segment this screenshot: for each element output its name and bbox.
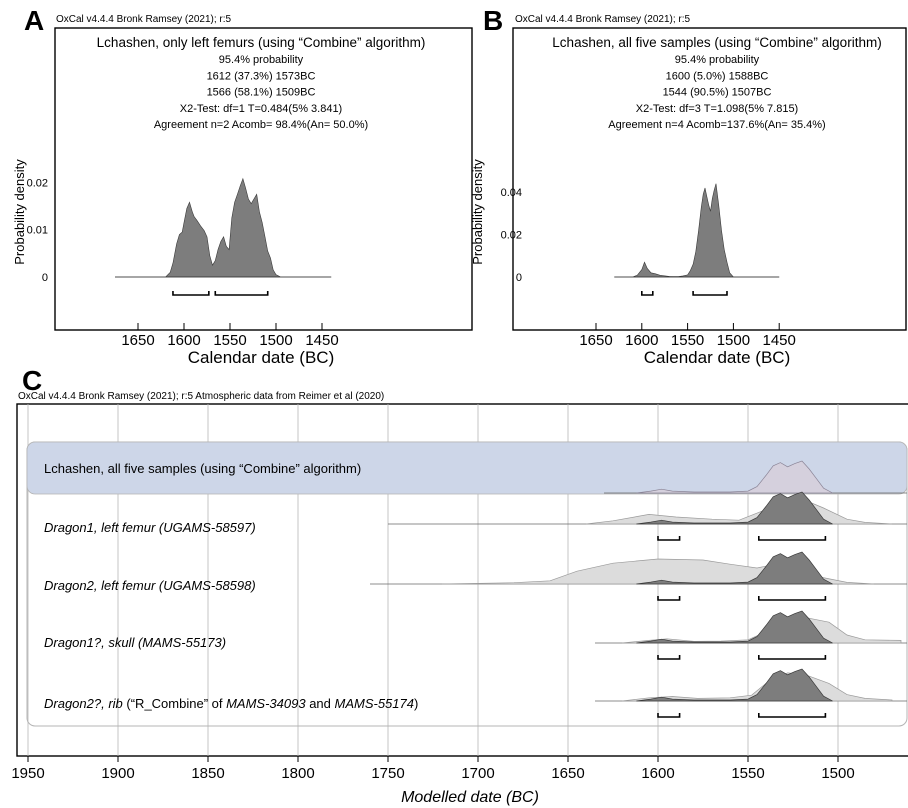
panel-a-xtick-1500: 1500 — [259, 332, 292, 349]
panel-a-stat-1: 95.4% probability — [219, 54, 304, 66]
row5-part-3: MAMS-34093 — [226, 696, 306, 711]
panel-a-xtick-1600: 1600 — [167, 332, 200, 349]
panel-c-row-5-posterior — [636, 668, 833, 702]
panel-a-density — [115, 177, 332, 278]
panel-a-ytick-0: 0 — [42, 272, 48, 284]
panel-b-xtick-1500: 1500 — [717, 332, 750, 349]
panel-c-frame — [16, 403, 908, 757]
panel-c-row-2-range-1 — [657, 536, 681, 541]
panel-a-ytick-0.01: 0.01 — [27, 225, 48, 237]
panel-c-row-2-label: Dragon1, left femur (UGAMS-58597) — [44, 520, 256, 535]
panel-c-row-1-label: Lchashen, all five samples (using “Combi… — [44, 461, 361, 476]
panel-c-xtick-1650: 1650 — [551, 765, 584, 782]
panel-b-xtick-1550: 1550 — [671, 332, 704, 349]
panel-b-stats: 95.4% probability 1600 (5.0%) 1588BC 1544 … — [608, 54, 825, 131]
panel-c-xtick-1500: 1500 — [821, 765, 854, 782]
panel-c-row-2-posterior — [636, 491, 833, 525]
panel-a-stat-2: 1612 (37.3%) 1573BC — [207, 70, 316, 82]
panel-c-row-4-range-1 — [657, 655, 681, 660]
panel-c-xlabel: Modelled date (BC) — [401, 789, 539, 806]
panel-letter-c: C — [22, 365, 42, 396]
row5-part-5: MAMS-55174 — [335, 696, 414, 711]
panel-b-ytick-0: 0 — [516, 272, 522, 284]
row5-part-1: Dragon2?, rib — [44, 696, 123, 711]
panel-b-frame — [512, 27, 907, 331]
panel-c-xtick-1850: 1850 — [191, 765, 224, 782]
panel-c-xtick-1600: 1600 — [641, 765, 674, 782]
panel-c-row-5-likelihood — [621, 672, 893, 702]
panel-c-xtick-1750: 1750 — [371, 765, 404, 782]
panel-a-stat-4: X2-Test: df=1 T=0.484(5% 3.841) — [180, 103, 342, 115]
panel-b-stat-4: X2-Test: df=3 T=1.098(5% 7.815) — [636, 103, 798, 115]
panel-b-xlabel: Calendar date (BC) — [644, 348, 790, 367]
panel-c: C OxCal v4.4.4 Bronk Ramsey (2021); r:5 … — [11, 365, 908, 806]
panel-c-row-5-range-2 — [758, 713, 827, 718]
panel-c-xtick-1900: 1900 — [101, 765, 134, 782]
panel-b-ylabel: Probability density — [470, 159, 485, 265]
panel-c-row-5-label: Dragon2?, rib (“R_Combine” of MAMS-34093… — [44, 696, 418, 711]
panel-a-ytick-0.02: 0.02 — [27, 177, 48, 189]
panel-b-xtick-1600: 1600 — [625, 332, 658, 349]
panel-c-row-2-range-2 — [758, 536, 827, 541]
panel-b-range-1 — [641, 291, 654, 296]
panel-a-xlabel: Calendar date (BC) — [188, 348, 334, 367]
row5-part-4: and — [306, 696, 335, 711]
panel-b-ytick-0.02: 0.02 — [501, 230, 522, 242]
panel-b-stat-3: 1544 (90.5%) 1507BC — [663, 87, 772, 99]
panel-c-row-3-label: Dragon2, left femur (UGAMS-58598) — [44, 578, 256, 593]
panel-c-row-4-range-2 — [758, 655, 827, 660]
panel-c-header: OxCal v4.4.4 Bronk Ramsey (2021); r:5 At… — [18, 391, 384, 402]
panel-a-range-1 — [172, 291, 210, 296]
panel-c-xtick-1550: 1550 — [731, 765, 764, 782]
panel-a-stat-3: 1566 (58.1%) 1509BC — [207, 87, 316, 99]
panel-b-header: OxCal v4.4.4 Bronk Ramsey (2021); r:5 — [515, 14, 691, 25]
panel-a-ylabel: Probability density — [12, 159, 27, 265]
panel-c-row-3-range-2 — [758, 596, 827, 601]
panel-b-xtick-1450: 1450 — [763, 332, 796, 349]
panel-a: A OxCal v4.4.4 Bronk Ramsey (2021); r:5 … — [12, 5, 473, 367]
panel-a-y-ticks: 0 0.01 0.02 — [27, 177, 48, 284]
panel-a-ranges — [172, 291, 269, 296]
panel-a-title: Lchashen, only left femurs (using “Combi… — [97, 35, 426, 50]
panel-c-row-3-range-1 — [657, 596, 681, 601]
panel-a-frame — [54, 27, 473, 331]
panel-c-row-1-posterior — [636, 460, 833, 494]
panel-b: B OxCal v4.4.4 Bronk Ramsey (2021); r:5 … — [470, 5, 907, 367]
panel-c-xtick-1700: 1700 — [461, 765, 494, 782]
panel-b-ranges — [641, 291, 728, 296]
panel-a-header: OxCal v4.4.4 Bronk Ramsey (2021); r:5 — [56, 14, 232, 25]
panel-c-x-ticks: 1950 1900 1850 1800 1750 1700 1650 1600 1550 1500 — [11, 756, 855, 782]
panel-b-ytick-0.04: 0.04 — [501, 187, 522, 199]
panel-a-stat-5: Agreement n=2 Acomb= 98.4%(An= 50.0%) — [154, 119, 368, 131]
panel-b-title: Lchashen, all five samples (using “Combi… — [552, 35, 881, 50]
panel-b-x-ticks: 1650 1600 1550 1500 1450 — [579, 323, 796, 349]
panel-c-row-4-label: Dragon1?, skull (MAMS-55173) — [44, 635, 226, 650]
panel-c-xtick-1950: 1950 — [11, 765, 44, 782]
panel-c-row-3-posterior — [636, 551, 833, 585]
row5-part-6: ) — [414, 696, 418, 711]
row5-part-2: (“R_Combine” of — [123, 696, 226, 711]
panel-b-y-ticks: 0 0.02 0.04 — [501, 187, 522, 284]
panel-b-range-2 — [692, 291, 728, 296]
panel-a-stats: 95.4% probability 1612 (37.3%) 1573BC 1566… — [154, 54, 368, 131]
panel-a-range-2 — [214, 291, 269, 296]
panel-c-xtick-1800: 1800 — [281, 765, 314, 782]
panel-c-row-2-likelihood — [585, 497, 893, 525]
panel-c-row-4-posterior — [636, 610, 833, 644]
panel-letter-b: B — [483, 5, 503, 36]
panel-c-combine-band — [26, 441, 908, 495]
panel-c-row-5-range-1 — [657, 713, 681, 718]
panel-letter-a: A — [24, 5, 44, 36]
panel-b-stat-1: 95.4% probability — [675, 54, 760, 66]
panel-a-xtick-1550: 1550 — [213, 332, 246, 349]
panel-a-xtick-1650: 1650 — [121, 332, 154, 349]
panel-a-x-ticks: 1650 1600 1550 1500 1450 — [121, 323, 339, 349]
panel-b-stat-5: Agreement n=4 Acomb=137.6%(An= 35.4%) — [608, 119, 825, 131]
panel-b-xtick-1650: 1650 — [579, 332, 612, 349]
panel-b-density — [614, 183, 780, 278]
panel-a-xtick-1450: 1450 — [305, 332, 338, 349]
panel-b-stat-2: 1600 (5.0%) 1588BC — [666, 70, 769, 82]
panel-c-rows — [370, 460, 907, 718]
